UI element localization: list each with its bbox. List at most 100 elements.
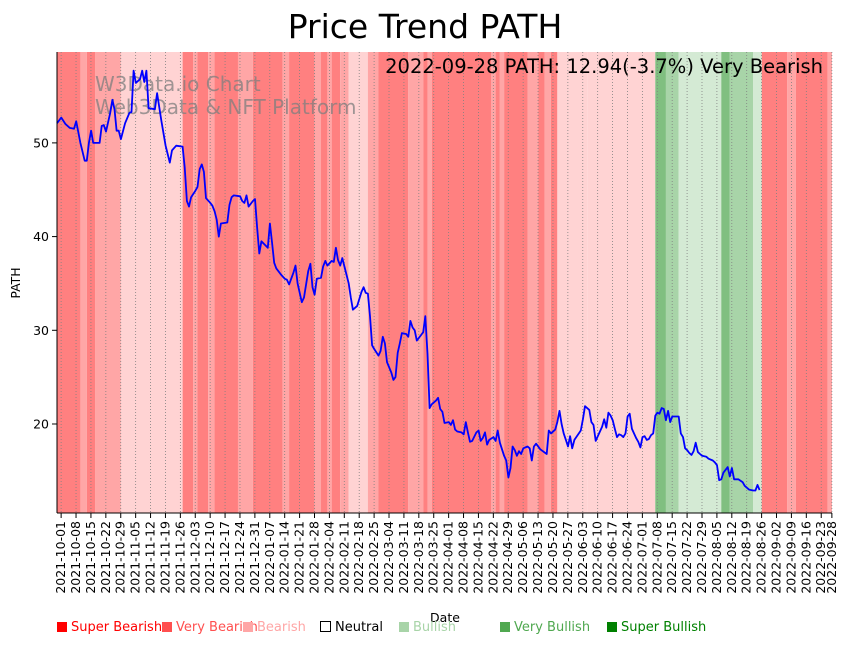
legend-item: Bullish — [399, 620, 456, 635]
price-line — [56, 69, 761, 492]
sentiment-band-very-bearish — [57, 52, 81, 513]
x-tick-label: 2021-11-12 — [143, 521, 158, 594]
sentiment-band-bearish — [499, 52, 505, 513]
x-tick-label: 2022-06-24 — [619, 521, 634, 594]
sentiment-band-very-bearish — [289, 52, 315, 513]
sentiment-band-very-bearish — [182, 52, 194, 513]
legend-swatch-icon — [607, 622, 617, 632]
sentiment-band-bearish — [282, 52, 290, 513]
sentiment-band-bearish — [491, 52, 496, 513]
x-tick-label: 2022-04-01 — [441, 521, 456, 594]
sentiment-band-neutral-light — [348, 52, 368, 513]
legend-swatch-icon — [57, 622, 67, 632]
x-gridlines — [60, 52, 833, 513]
x-tick-label: 2022-04-08 — [456, 521, 471, 594]
sentiment-band-very-bearish — [252, 52, 283, 513]
sentiment-band-bearish — [427, 52, 432, 513]
chart-title: Price Trend PATH — [288, 7, 563, 46]
sentiment-band-bearish — [193, 52, 198, 513]
sentiment-band-very-bearish — [495, 52, 500, 513]
x-tick-label: 2022-02-04 — [321, 521, 336, 594]
legend-item: Very Bullish — [500, 620, 590, 635]
x-tick-label: 2021-10-22 — [98, 521, 113, 594]
sentiment-band-bullish — [665, 52, 679, 513]
sentiment-band-bearish — [237, 52, 253, 513]
legend-swatch-icon — [320, 621, 331, 632]
x-tick-label: 2022-01-07 — [262, 521, 277, 594]
legend-label: Super Bullish — [621, 620, 707, 635]
legend-item: Neutral — [320, 620, 383, 635]
x-tick-label: 2022-03-18 — [411, 521, 426, 594]
y-axis-label: PATH — [8, 267, 23, 298]
x-tick-label: 2022-04-22 — [485, 521, 500, 594]
latest-price-annotation: 2022-09-28 PATH: 12.94(-3.7%) Very Beari… — [385, 55, 823, 78]
x-tick-label: 2022-04-15 — [470, 521, 485, 594]
sentiment-band-bearish — [408, 52, 424, 513]
sentiment-band-very-bearish — [423, 52, 428, 513]
x-tick-label: 2022-09-28 — [824, 521, 839, 594]
sentiment-band-very-bearish — [550, 52, 558, 513]
x-tick-label: 2021-11-05 — [128, 521, 143, 594]
x-tick-label: 2021-10-08 — [68, 521, 83, 594]
legend-label: Bullish — [413, 620, 457, 635]
x-tick-label: 2022-01-21 — [292, 521, 307, 594]
legend-swatch-icon — [500, 622, 510, 632]
sentiment-band-bearish — [827, 52, 832, 513]
x-tick-label: 2021-10-15 — [83, 521, 98, 594]
series-group — [56, 69, 761, 492]
sentiment-band-very-bearish — [504, 52, 528, 513]
sentiment-band-very-bearish — [331, 52, 341, 513]
x-tick-label: 2022-02-25 — [366, 521, 381, 594]
x-tick-label: 2022-02-18 — [351, 521, 366, 594]
x-tick-label: 2021-11-19 — [157, 521, 172, 594]
x-tick-label: 2022-07-01 — [634, 521, 649, 594]
x-tick-label: 2021-11-26 — [172, 521, 187, 594]
y-tick-label: 20 — [33, 416, 49, 431]
x-tick-label: 2022-05-13 — [530, 521, 545, 594]
legend-item: Super Bearish — [57, 620, 162, 635]
legend-label: Super Bearish — [71, 620, 163, 635]
legend-item: Very Bearish — [162, 620, 258, 635]
x-tick-label: 2022-01-14 — [277, 521, 292, 594]
sentiment-band-very-bearish — [321, 52, 328, 513]
sentiment-bands — [57, 52, 832, 513]
y-tick-label: 40 — [33, 229, 49, 244]
legend-label: Bearish — [257, 620, 306, 635]
y-tick-label: 50 — [33, 135, 49, 150]
x-tick-label: 2021-10-29 — [113, 521, 128, 594]
legend-label: Neutral — [335, 620, 383, 635]
sentiment-band-bearish — [367, 52, 379, 513]
x-tick-label: 2022-04-29 — [500, 521, 515, 594]
x-tick-label: 2022-05-27 — [560, 521, 575, 594]
x-tick-label: 2022-07-15 — [664, 521, 679, 594]
x-tick-label: 2021-12-24 — [232, 521, 247, 594]
y-tick-label: 30 — [33, 323, 49, 338]
sentiment-band-very-bearish — [86, 52, 96, 513]
sentiment-band-bullish — [729, 52, 754, 513]
sentiment-band-neutral-light — [120, 52, 183, 513]
x-tick-label: 2022-05-06 — [515, 521, 530, 594]
x-tick-label: 2022-06-03 — [575, 521, 590, 594]
x-tick-label: 2022-02-11 — [336, 521, 351, 594]
sentiment-band-bearish — [80, 52, 87, 513]
x-tick-label: 2022-03-11 — [396, 521, 411, 594]
x-tick-label: 2022-01-28 — [306, 521, 321, 594]
x-tick-label: 2022-08-05 — [709, 521, 724, 594]
watermark-line-2: Web3Data & NFT Platform — [95, 95, 356, 119]
sentiment-band-very-bullish — [721, 52, 730, 513]
sentiment-band-bearish — [340, 52, 349, 513]
legend-item: Super Bullish — [607, 620, 706, 635]
sentiment-band-very-bearish — [795, 52, 828, 513]
x-tick-label: 2021-10-01 — [53, 521, 68, 594]
sentiment-band-very-bearish — [538, 52, 545, 513]
legend-item: Bearish — [243, 620, 306, 635]
x-tick-label: 2022-07-29 — [694, 521, 709, 594]
x-tick-label: 2021-12-03 — [187, 521, 202, 594]
legend-label: Very Bullish — [514, 620, 591, 635]
x-tick-label: 2022-07-08 — [649, 521, 664, 594]
axes — [56, 52, 832, 514]
sentiment-band-very-bearish — [214, 52, 238, 513]
x-tick-label: 2022-09-09 — [783, 521, 798, 594]
x-axis-label: Date — [430, 610, 460, 625]
